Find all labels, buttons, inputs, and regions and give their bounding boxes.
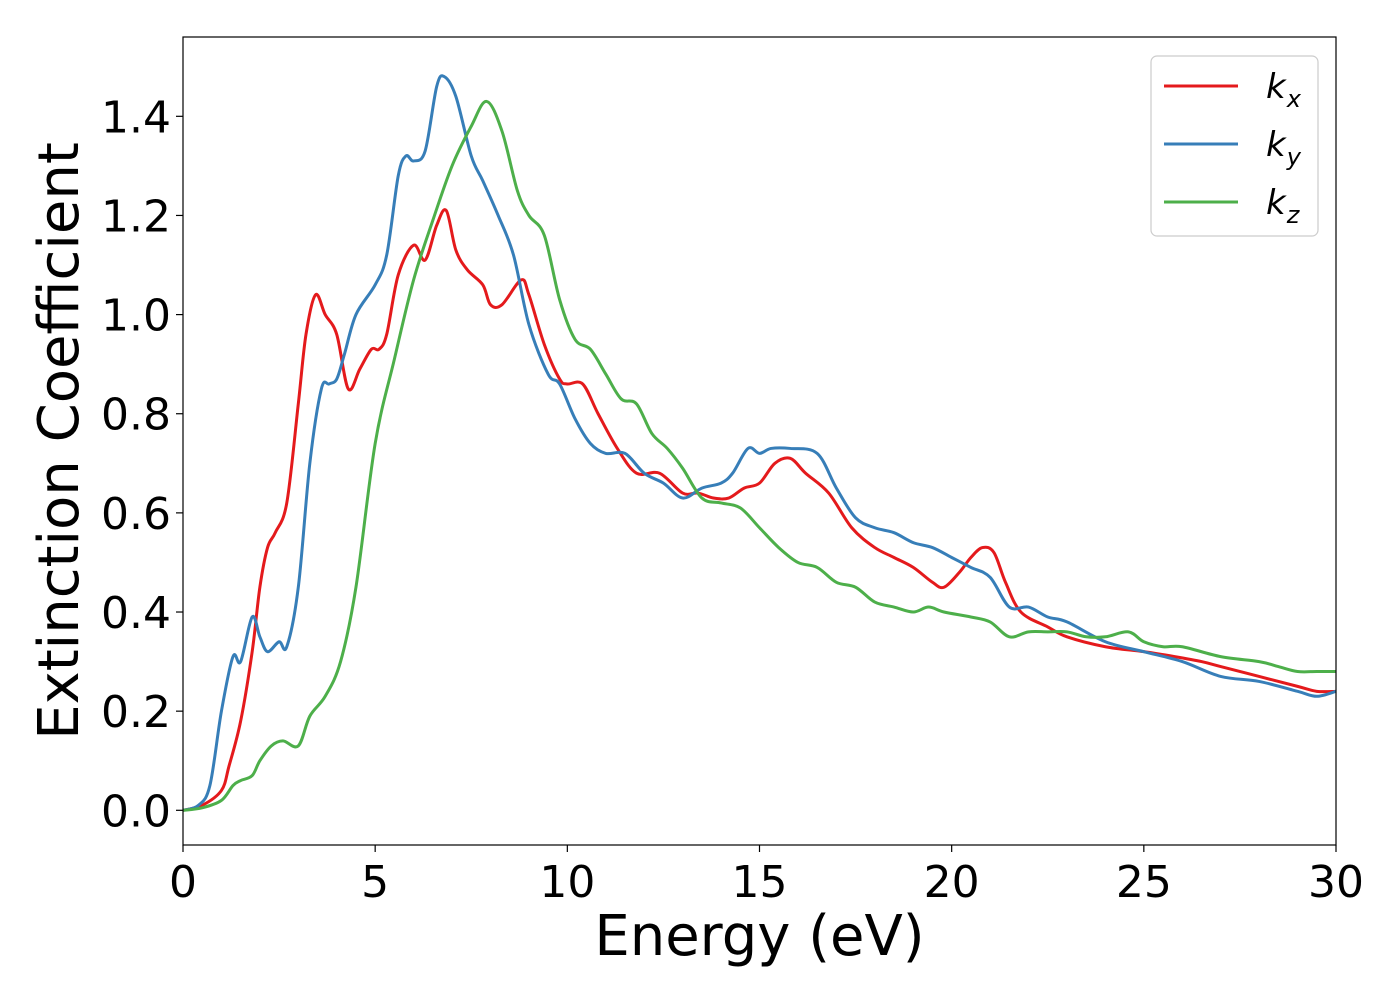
x-tick-label: 25 bbox=[1116, 857, 1172, 908]
x-tick-label: 20 bbox=[924, 857, 980, 908]
x-axis-title: Energy (eV) bbox=[594, 904, 924, 969]
legend-box bbox=[1150, 55, 1319, 237]
y-tick-label: 1.4 bbox=[101, 92, 171, 143]
legend-label-subscript: z bbox=[1286, 201, 1301, 229]
y-tick-label: 1.0 bbox=[101, 291, 171, 342]
legend-label-main: k bbox=[1266, 125, 1287, 165]
series-layer bbox=[183, 74, 1336, 812]
x-tick-label: 15 bbox=[732, 857, 788, 908]
legend-label-subscript: x bbox=[1286, 85, 1302, 113]
legend-label-main: k bbox=[1266, 67, 1287, 107]
y-axis-title: Extinction Coefficient bbox=[27, 142, 92, 740]
legend-label-y: ky bbox=[1266, 125, 1302, 171]
x-tick-label: 5 bbox=[361, 857, 389, 908]
y-tick-label: 0.2 bbox=[101, 687, 171, 738]
y-tick-label: 0.8 bbox=[101, 390, 171, 441]
x-axis: 0 5 10 15 20 25 30 bbox=[169, 845, 1364, 908]
x-tick-label: 30 bbox=[1308, 857, 1364, 908]
y-tick-label: 0.4 bbox=[101, 588, 171, 639]
series-line-y bbox=[183, 74, 1336, 812]
legend-label-x: kx bbox=[1266, 67, 1302, 113]
y-tick-label: 0.6 bbox=[101, 489, 171, 540]
legend-label-subscript: y bbox=[1286, 143, 1302, 171]
x-tick-label: 0 bbox=[169, 857, 197, 908]
series-line-x bbox=[183, 208, 1336, 812]
y-tick-label: 0.0 bbox=[101, 786, 171, 837]
legend-label-main: k bbox=[1266, 183, 1287, 223]
y-tick-label: 1.2 bbox=[101, 191, 171, 242]
y-axis: 0.0 0.2 0.4 0.6 0.8 1.0 1.2 1.4 bbox=[101, 92, 183, 837]
series-line-z bbox=[183, 99, 1336, 812]
x-tick-label: 10 bbox=[539, 857, 595, 908]
legend-label-z: kz bbox=[1266, 183, 1301, 229]
